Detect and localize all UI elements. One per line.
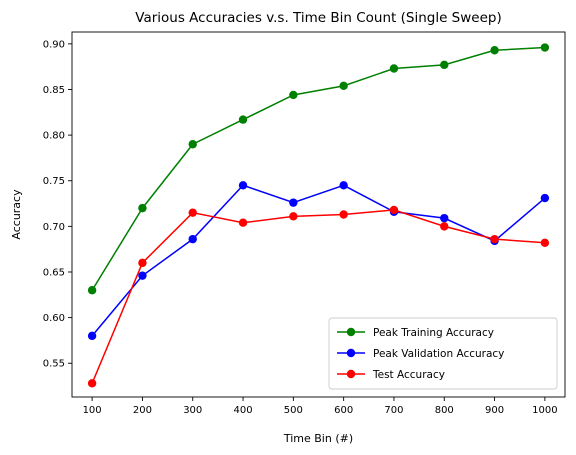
x-axis: 100 200 300 400 500 600 700 800 900 1000 xyxy=(83,397,558,416)
x-tick-label: 100 xyxy=(83,405,102,416)
x-tick-label: 200 xyxy=(133,405,152,416)
data-point xyxy=(138,258,147,268)
legend-box xyxy=(328,317,558,390)
x-tick-label: 800 xyxy=(435,405,454,416)
x-tick-label: 400 xyxy=(233,405,252,416)
data-point xyxy=(490,234,499,244)
x-tick-label: 300 xyxy=(183,405,202,416)
legend-item: Peak Validation Accuracy xyxy=(337,348,504,360)
data-point xyxy=(540,238,550,247)
y-tick-label: 0.55 xyxy=(43,359,65,370)
series-line xyxy=(91,184,546,337)
data-point xyxy=(339,81,348,91)
chart-title: Various Accuracies v.s. Time Bin Count (… xyxy=(135,10,501,26)
data-point xyxy=(540,43,550,52)
data-point xyxy=(440,222,449,231)
data-point xyxy=(339,181,348,190)
y-tick-label: 0.90 xyxy=(43,39,65,50)
data-point xyxy=(188,140,197,149)
y-tick-label: 0.70 xyxy=(43,222,65,233)
x-tick-label: 500 xyxy=(284,405,303,416)
y-tick-label: 0.60 xyxy=(43,313,65,324)
data-point xyxy=(490,46,499,55)
data-point xyxy=(188,234,197,244)
x-tick-label: 900 xyxy=(485,405,504,416)
data-point xyxy=(87,286,97,295)
data-point xyxy=(389,64,399,73)
data-point xyxy=(188,208,197,217)
legend-label: Test Accuracy xyxy=(372,369,445,381)
y-tick-label: 0.65 xyxy=(43,267,65,278)
legend-swatch-marker xyxy=(346,348,356,358)
data-point xyxy=(87,379,97,388)
x-tick-label: 1000 xyxy=(532,405,557,416)
data-point xyxy=(238,115,248,124)
series-2 xyxy=(87,205,550,388)
series-1 xyxy=(87,181,550,341)
y-tick-label: 0.75 xyxy=(43,176,65,187)
data-point xyxy=(440,213,449,223)
data-point xyxy=(238,218,248,227)
legend-swatch-marker xyxy=(346,369,356,379)
data-point xyxy=(339,210,348,219)
data-point xyxy=(289,212,298,221)
data-point xyxy=(238,181,248,190)
data-point xyxy=(289,198,298,207)
legend: Peak Training Accuracy Peak Validation Ac… xyxy=(328,317,558,390)
x-axis-label: Time Bin (#) xyxy=(283,432,353,445)
data-point xyxy=(138,271,147,280)
x-tick-label: 700 xyxy=(384,405,403,416)
plot-area xyxy=(87,43,550,388)
data-point xyxy=(138,203,147,213)
legend-item: Peak Training Accuracy xyxy=(337,327,494,339)
plot-frame xyxy=(71,31,566,398)
series-line xyxy=(91,46,545,291)
legend-swatch-marker xyxy=(346,327,356,337)
data-point xyxy=(289,90,298,100)
legend-item: Test Accuracy xyxy=(337,369,445,381)
data-point xyxy=(440,60,449,70)
y-axis-label: Accuracy xyxy=(10,189,23,240)
y-axis: 0.55 0.60 0.65 0.70 0.75 0.80 0.85 0.90 xyxy=(43,39,72,370)
y-tick-label: 0.80 xyxy=(43,131,65,142)
legend-label: Peak Training Accuracy xyxy=(373,327,494,339)
legend-label: Peak Validation Accuracy xyxy=(373,348,504,360)
x-tick-label: 600 xyxy=(334,405,353,416)
data-point xyxy=(87,331,97,341)
y-tick-label: 0.85 xyxy=(43,85,65,96)
series-line xyxy=(91,209,545,384)
data-point xyxy=(540,193,550,203)
data-point xyxy=(389,205,399,215)
series-0 xyxy=(87,43,550,295)
